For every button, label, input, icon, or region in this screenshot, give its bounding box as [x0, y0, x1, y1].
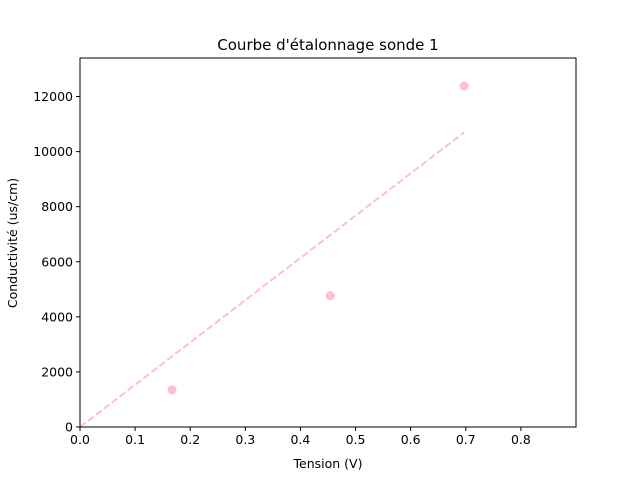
- y-axis: 0 2000 4000 6000 8000 10000 12000: [33, 89, 80, 435]
- x-tick-label: 0.4: [290, 432, 310, 447]
- x-tick-label: 0.8: [511, 432, 531, 447]
- x-tick-label: 0.1: [125, 432, 145, 447]
- trend-line: [80, 131, 465, 427]
- x-tick-label: 0.5: [346, 432, 366, 447]
- y-tick-label: 6000: [41, 254, 73, 269]
- chart-title: Courbe d'étalonnage sonde 1: [217, 36, 438, 54]
- y-tick-label: 10000: [33, 144, 73, 159]
- y-axis-label: Conductivité (us/cm): [5, 178, 20, 308]
- x-tick-label: 0.2: [180, 432, 200, 447]
- x-tick-label: 0.0: [70, 432, 90, 447]
- axes-frame: [79, 57, 577, 428]
- x-axis: 0.0 0.1 0.2 0.3 0.4 0.5 0.6 0.7 0.8: [70, 427, 531, 447]
- x-tick-label: 0.7: [456, 432, 476, 447]
- y-tick-label: 8000: [41, 199, 73, 214]
- x-tick-label: 0.3: [235, 432, 255, 447]
- y-tick-label: 2000: [41, 364, 73, 379]
- data-point-1: [167, 385, 177, 395]
- y-tick-label: 0: [65, 420, 73, 435]
- data-point-3: [459, 81, 469, 91]
- y-tick-label: 4000: [41, 309, 73, 324]
- x-tick-label: 0.6: [401, 432, 421, 447]
- y-tick-label: 12000: [33, 89, 73, 104]
- plot-area: [80, 81, 469, 427]
- x-axis-label: Tension (V): [293, 456, 363, 471]
- data-point-2: [325, 291, 335, 301]
